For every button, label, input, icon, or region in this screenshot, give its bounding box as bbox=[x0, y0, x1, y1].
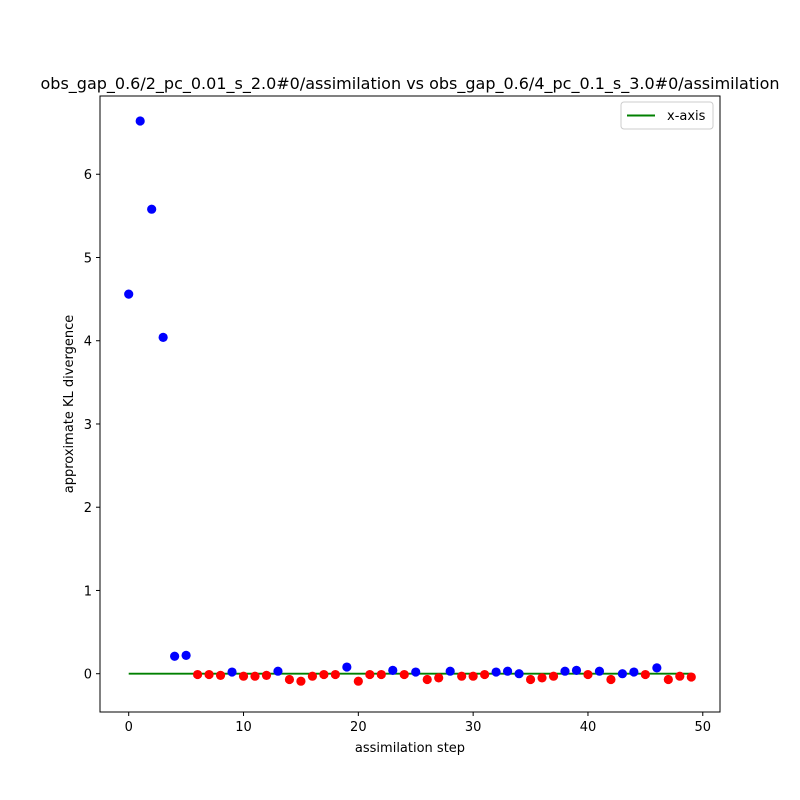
data-point-negative bbox=[250, 671, 260, 681]
data-points bbox=[124, 116, 696, 686]
x-axis-label: assimilation step bbox=[355, 741, 465, 756]
x-tick-label: 30 bbox=[465, 720, 482, 735]
legend-box bbox=[620, 101, 714, 130]
data-point-negative bbox=[353, 676, 363, 686]
data-point-positive bbox=[594, 666, 605, 676]
data-point-positive bbox=[342, 662, 352, 672]
data-point-negative bbox=[192, 669, 203, 680]
data-point-negative bbox=[480, 669, 490, 680]
y-axis-label: approximate KL divergence bbox=[62, 315, 77, 493]
x-tick-label: 50 bbox=[695, 720, 712, 735]
data-point-positive bbox=[502, 666, 513, 676]
x-tick-label: 40 bbox=[580, 720, 597, 735]
y-tick-label: 2 bbox=[84, 501, 92, 516]
data-point-positive bbox=[629, 667, 639, 677]
chart-title: obs_gap_0.6/2_pc_0.01_s_2.0#0/assimilati… bbox=[41, 74, 780, 94]
data-point-negative bbox=[537, 673, 547, 683]
data-point-negative bbox=[583, 669, 593, 680]
data-point-positive bbox=[411, 667, 421, 677]
data-point-negative bbox=[376, 669, 386, 680]
plot-frame bbox=[99, 95, 721, 713]
data-point-positive bbox=[170, 651, 180, 661]
data-point-positive bbox=[617, 669, 628, 679]
x-tick-label: 0 bbox=[125, 720, 133, 735]
data-point-positive bbox=[445, 666, 455, 676]
data-point-negative bbox=[675, 671, 685, 681]
data-point-positive bbox=[388, 665, 398, 675]
data-point-negative bbox=[399, 669, 409, 680]
data-point-negative bbox=[330, 669, 340, 680]
data-point-negative bbox=[422, 674, 432, 685]
legend: x-axis bbox=[620, 101, 714, 130]
data-point-positive bbox=[273, 666, 283, 676]
data-point-positive bbox=[147, 204, 157, 214]
data-point-positive bbox=[491, 667, 501, 677]
y-tick-label: 3 bbox=[84, 418, 92, 433]
data-point-negative bbox=[307, 671, 318, 681]
data-point-positive bbox=[571, 665, 582, 675]
data-point-negative bbox=[215, 670, 226, 680]
data-point-negative bbox=[365, 669, 375, 680]
x-tick-label: 20 bbox=[350, 720, 367, 735]
data-point-positive bbox=[181, 650, 191, 660]
y-tick-label: 1 bbox=[84, 584, 92, 599]
data-point-positive bbox=[514, 669, 524, 679]
y-tick-label: 4 bbox=[84, 335, 92, 350]
data-point-negative bbox=[468, 671, 478, 681]
data-point-negative bbox=[319, 669, 329, 680]
data-point-positive bbox=[124, 289, 134, 299]
data-point-positive bbox=[227, 667, 237, 677]
data-point-negative bbox=[548, 671, 559, 681]
data-point-negative bbox=[457, 671, 467, 681]
data-point-negative bbox=[686, 672, 696, 682]
tick-layer: 0 10 20 30 40 50 0 1 2 3 4 5 6 bbox=[84, 168, 711, 735]
y-tick-label: 0 bbox=[84, 668, 92, 683]
data-point-negative bbox=[434, 673, 444, 683]
data-point-negative bbox=[525, 674, 536, 685]
legend-label-x-axis: x-axis bbox=[667, 109, 706, 124]
data-point-positive bbox=[158, 332, 168, 343]
x-tick-label: 10 bbox=[235, 720, 252, 735]
data-point-negative bbox=[204, 669, 214, 680]
data-point-negative bbox=[640, 669, 650, 680]
data-point-positive bbox=[560, 666, 570, 676]
data-point-negative bbox=[296, 676, 306, 686]
data-point-negative bbox=[238, 671, 249, 681]
data-point-negative bbox=[663, 674, 673, 685]
plot-area bbox=[100, 96, 720, 712]
y-tick-label: 5 bbox=[84, 251, 92, 266]
data-point-negative bbox=[261, 670, 272, 680]
data-point-negative bbox=[284, 674, 295, 685]
data-point-positive bbox=[135, 116, 145, 126]
data-point-negative bbox=[606, 674, 616, 685]
y-tick-label: 6 bbox=[84, 168, 92, 183]
data-point-positive bbox=[652, 663, 662, 673]
